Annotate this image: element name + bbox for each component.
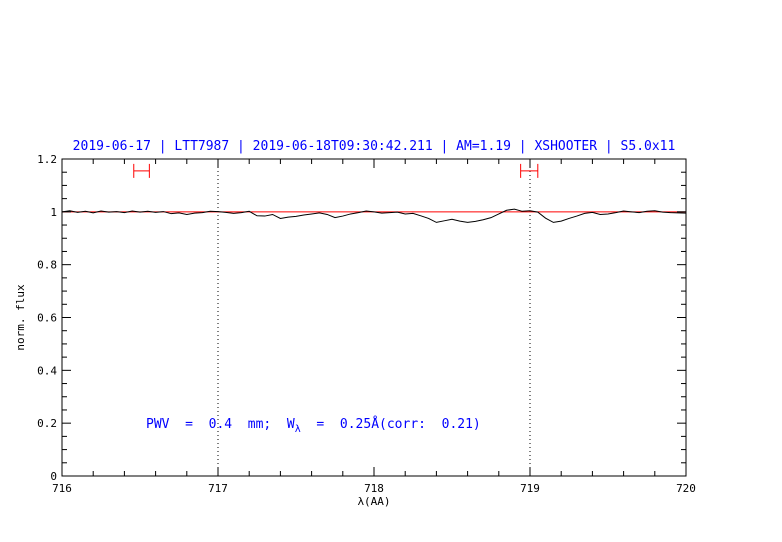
y-tick-label: 0.8 — [37, 259, 57, 272]
x-tick-label: 718 — [364, 482, 384, 495]
y-tick-label: 0 — [50, 470, 57, 483]
x-tick-label: 719 — [520, 482, 540, 495]
y-axis-label: norm. flux — [14, 284, 27, 351]
continuum-marker-0 — [133, 163, 150, 178]
y-tick-label: 1.2 — [37, 153, 57, 166]
pwv-annotation-suffix: = 0.25Å(corr: 0.21) — [301, 416, 481, 432]
y-tick-label: 0.4 — [37, 364, 57, 377]
y-tick-label: 0.2 — [37, 417, 57, 430]
chart-title: 2019-06-17 | LTT7987 | 2019-06-18T09:30:… — [73, 139, 676, 154]
x-tick-label: 717 — [208, 482, 228, 495]
x-axis: 716 717 718 719 720 — [52, 159, 696, 495]
pwv-annotation: PWV = 0.4 mm; Wλ = 0.25Å(corr: 0.21) — [146, 416, 481, 435]
x-tick-label: 720 — [676, 482, 696, 495]
continuum-marker-1 — [520, 163, 539, 178]
spectrum-series-line — [61, 208, 687, 223]
plot-area — [61, 159, 687, 476]
x-tick-label: 716 — [52, 482, 72, 495]
y-tick-label: 1 — [50, 206, 57, 219]
x-axis-label: λ(AA) — [357, 495, 390, 508]
y-axis: 0 0.2 0.4 0.6 0.8 1 1.2 — [37, 153, 686, 483]
pwv-annotation-subscript: λ — [295, 424, 301, 435]
y-tick-label: 0.6 — [37, 312, 57, 325]
pwv-annotation-prefix: PWV = 0.4 mm; W — [146, 417, 295, 432]
